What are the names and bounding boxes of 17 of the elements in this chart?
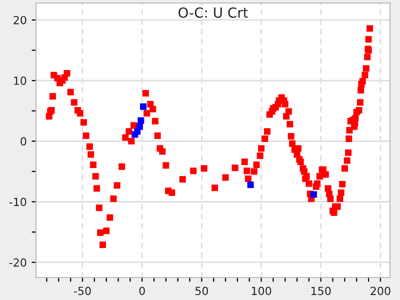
x-tick-label: 50 (195, 286, 208, 296)
x-tick-label: 200 (370, 286, 390, 296)
point (140, 103, 147, 110)
y-tick-label: 10 (14, 76, 26, 85)
x-tick-label: 100 (252, 286, 272, 296)
y-tick-label: -20 (9, 258, 26, 267)
x-tick-label: -50 (74, 286, 91, 296)
point (138, 117, 144, 124)
y-tick-label: 0 (20, 137, 26, 146)
point (310, 191, 317, 198)
x-tick-label: 150 (311, 286, 331, 296)
y-tick-label: 20 (14, 16, 26, 24)
chart-title: O-C: U Crt (178, 7, 248, 18)
point (247, 182, 254, 188)
x-tick-label: 0 (139, 286, 145, 296)
y-tick-label: -10 (9, 198, 26, 206)
point (136, 123, 143, 130)
